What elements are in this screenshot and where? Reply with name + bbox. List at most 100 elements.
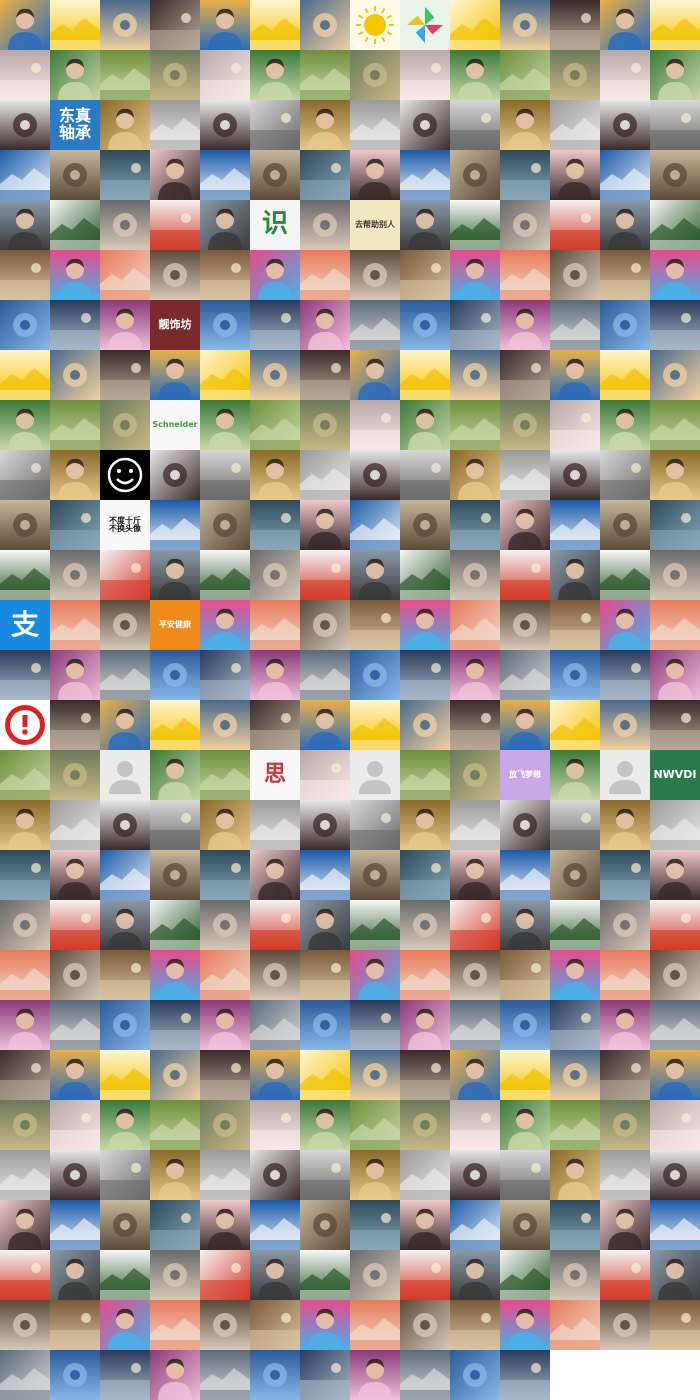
avatar-tile[interactable]: [50, 0, 100, 50]
avatar-tile[interactable]: [200, 1350, 250, 1400]
avatar-tile[interactable]: [550, 900, 600, 950]
avatar-tile[interactable]: [250, 1150, 300, 1200]
avatar-tile[interactable]: [150, 1350, 200, 1400]
avatar-tile[interactable]: [450, 450, 500, 500]
avatar-tile[interactable]: [400, 350, 450, 400]
avatar-tile[interactable]: [500, 550, 550, 600]
avatar-tile[interactable]: [550, 650, 600, 700]
avatar-tile[interactable]: [650, 1000, 700, 1050]
avatar-tile[interactable]: [200, 500, 250, 550]
avatar-tile[interactable]: [400, 100, 450, 150]
avatar-tile[interactable]: [150, 750, 200, 800]
avatar-tile[interactable]: [300, 1150, 350, 1200]
avatar-tile[interactable]: [450, 0, 500, 50]
avatar-tile[interactable]: [50, 550, 100, 600]
avatar-tile[interactable]: [600, 1150, 650, 1200]
avatar-tile[interactable]: [550, 1300, 600, 1350]
avatar-tile[interactable]: [400, 500, 450, 550]
avatar-tile[interactable]: [400, 750, 450, 800]
avatar-tile[interactable]: 去帮助别人: [350, 200, 400, 250]
avatar-tile[interactable]: [350, 950, 400, 1000]
avatar-tile[interactable]: [600, 100, 650, 150]
avatar-tile[interactable]: [600, 550, 650, 600]
avatar-tile[interactable]: [250, 800, 300, 850]
avatar-tile[interactable]: [650, 950, 700, 1000]
avatar-tile[interactable]: [400, 150, 450, 200]
avatar-tile[interactable]: [250, 950, 300, 1000]
avatar-tile[interactable]: [650, 400, 700, 450]
avatar-tile[interactable]: [150, 650, 200, 700]
avatar-tile[interactable]: [200, 700, 250, 750]
avatar-tile[interactable]: [500, 450, 550, 500]
avatar-tile[interactable]: [50, 300, 100, 350]
avatar-tile[interactable]: [350, 400, 400, 450]
avatar-tile[interactable]: [450, 850, 500, 900]
avatar-tile[interactable]: [500, 1200, 550, 1250]
avatar-tile[interactable]: [500, 600, 550, 650]
avatar-tile[interactable]: [250, 50, 300, 100]
avatar-tile[interactable]: [300, 200, 350, 250]
avatar-tile[interactable]: [200, 850, 250, 900]
avatar-tile[interactable]: [500, 1100, 550, 1150]
alert-icon[interactable]: [0, 700, 50, 750]
avatar-tile[interactable]: [0, 1150, 50, 1200]
default-avatar-icon[interactable]: [100, 750, 150, 800]
avatar-tile[interactable]: [150, 900, 200, 950]
avatar-tile[interactable]: [150, 200, 200, 250]
avatar-tile[interactable]: [500, 350, 550, 400]
avatar-tile[interactable]: 放飞梦想: [500, 750, 550, 800]
avatar-tile[interactable]: [500, 1050, 550, 1100]
avatar-tile[interactable]: [300, 800, 350, 850]
avatar-tile[interactable]: [200, 200, 250, 250]
avatar-tile[interactable]: [550, 1100, 600, 1150]
avatar-tile[interactable]: [250, 1250, 300, 1300]
avatar-tile[interactable]: [300, 1000, 350, 1050]
avatar-tile[interactable]: [300, 600, 350, 650]
avatar-tile[interactable]: [50, 700, 100, 750]
smiley-icon[interactable]: [100, 450, 150, 500]
avatar-tile[interactable]: [250, 300, 300, 350]
avatar-tile[interactable]: [0, 1000, 50, 1050]
avatar-tile[interactable]: [50, 900, 100, 950]
avatar-tile[interactable]: [50, 350, 100, 400]
avatar-tile[interactable]: [0, 1200, 50, 1250]
avatar-tile[interactable]: [250, 1200, 300, 1250]
avatar-tile[interactable]: [400, 200, 450, 250]
avatar-tile[interactable]: [500, 850, 550, 900]
avatar-tile[interactable]: [100, 550, 150, 600]
avatar-tile[interactable]: [50, 1100, 100, 1150]
avatar-tile[interactable]: 靓饰坊: [150, 300, 200, 350]
avatar-tile[interactable]: [100, 950, 150, 1000]
avatar-tile[interactable]: [450, 650, 500, 700]
avatar-tile[interactable]: [350, 1350, 400, 1400]
avatar-tile[interactable]: [600, 500, 650, 550]
avatar-tile[interactable]: [450, 1200, 500, 1250]
avatar-tile[interactable]: [50, 800, 100, 850]
avatar-tile[interactable]: [50, 250, 100, 300]
avatar-tile[interactable]: [150, 0, 200, 50]
avatar-tile[interactable]: [650, 350, 700, 400]
avatar-tile[interactable]: [250, 1300, 300, 1350]
avatar-tile[interactable]: [50, 650, 100, 700]
avatar-tile[interactable]: [150, 700, 200, 750]
avatar-tile[interactable]: [150, 1050, 200, 1100]
avatar-tile[interactable]: [650, 0, 700, 50]
avatar-tile[interactable]: [450, 550, 500, 600]
avatar-tile[interactable]: [350, 550, 400, 600]
avatar-tile[interactable]: [350, 1250, 400, 1300]
avatar-tile[interactable]: [650, 50, 700, 100]
avatar-tile[interactable]: [100, 650, 150, 700]
avatar-tile[interactable]: [0, 950, 50, 1000]
avatar-tile[interactable]: 支: [0, 600, 50, 650]
avatar-tile[interactable]: [350, 700, 400, 750]
avatar-tile[interactable]: [200, 900, 250, 950]
avatar-tile[interactable]: [0, 800, 50, 850]
avatar-tile[interactable]: [450, 1050, 500, 1100]
avatar-tile[interactable]: [650, 1050, 700, 1100]
avatar-tile[interactable]: [200, 1050, 250, 1100]
avatar-tile[interactable]: [200, 450, 250, 500]
avatar-tile[interactable]: [50, 50, 100, 100]
avatar-tile[interactable]: [200, 150, 250, 200]
avatar-tile[interactable]: [550, 400, 600, 450]
avatar-tile[interactable]: [100, 800, 150, 850]
